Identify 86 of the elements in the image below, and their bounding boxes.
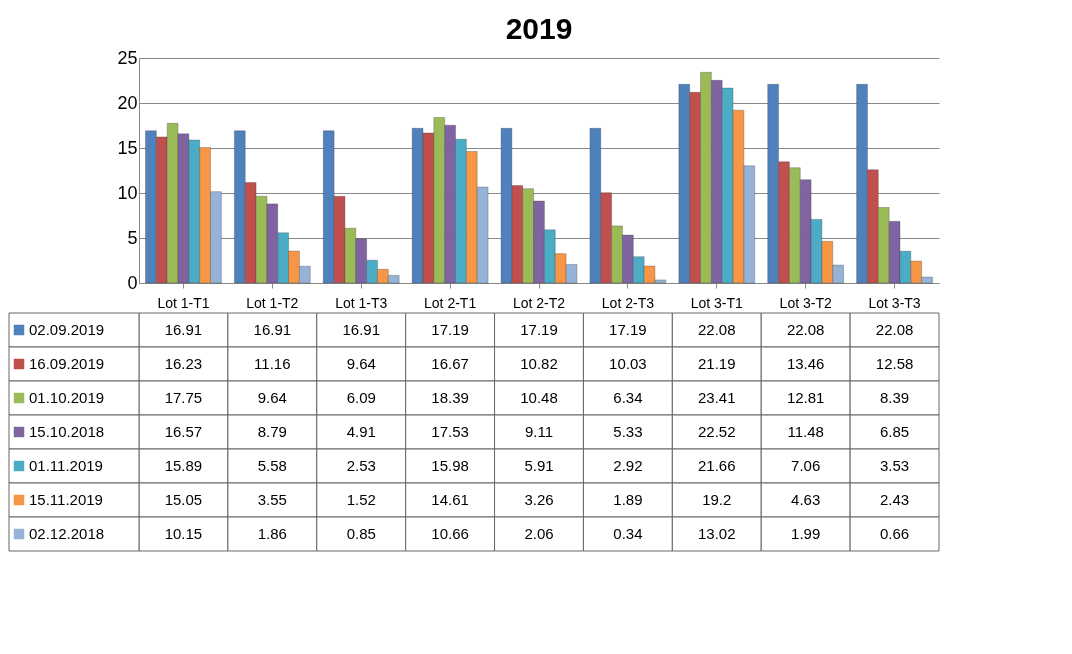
legend-label: 01.11.2019: [29, 457, 103, 474]
data-label: 9.64: [346, 355, 376, 372]
data-label: 17.19: [609, 321, 647, 338]
data-label: 21.19: [698, 355, 736, 372]
data-label: 17.53: [431, 423, 469, 440]
y-tick-label: 25: [117, 47, 138, 68]
data-label: 5.33: [613, 423, 643, 440]
data-label: 10.48: [520, 389, 558, 406]
y-tick-label: 20: [117, 92, 138, 113]
data-label: 15.89: [164, 457, 203, 474]
data-label: 4.91: [346, 423, 376, 440]
data-label: 6.85: [879, 423, 910, 440]
data-label: 1.99: [791, 525, 821, 542]
data-label: 10.66: [431, 525, 469, 542]
data-label: 2.53: [346, 457, 376, 474]
data-label: 6.34: [613, 389, 643, 406]
data-label: 9.64: [257, 389, 287, 406]
data-label: 6.09: [346, 389, 376, 406]
data-label: 0.85: [346, 525, 376, 542]
data-label: 17.19: [431, 321, 469, 338]
data-label: 10.15: [164, 525, 203, 542]
data-label: 12.81: [786, 389, 825, 406]
data-label: 15.98: [431, 457, 469, 474]
data-label: 16.91: [164, 321, 203, 338]
data-label: 11.16: [254, 355, 291, 372]
y-tick-label: 5: [127, 227, 138, 248]
data-label: 5.58: [257, 457, 287, 474]
x-tick-label: Lot 2-T1: [424, 294, 477, 311]
data-label: 23.41: [698, 389, 736, 406]
data-label: 19.2: [702, 491, 732, 508]
data-label: 0.66: [879, 525, 910, 542]
x-tick-label: Lot 2-T3: [601, 294, 655, 311]
chart-title: 2019: [505, 12, 573, 45]
data-label: 3.26: [524, 491, 554, 508]
data-label: 8.79: [257, 423, 287, 440]
data-label: 16.67: [431, 355, 469, 372]
x-tick-label: Lot 1-T2: [246, 294, 299, 311]
y-tick-label: 15: [117, 137, 138, 158]
data-label: 5.91: [524, 457, 554, 474]
data-label: 16.91: [342, 321, 380, 338]
data-label: 13.02: [698, 525, 736, 542]
data-label: 17.75: [164, 389, 203, 406]
legend-label: 15.10.2018: [29, 423, 105, 440]
data-label: 12.58: [875, 355, 914, 372]
data-label: 0.34: [613, 525, 643, 542]
data-label: 22.08: [875, 321, 914, 338]
data-label: 16.23: [164, 355, 203, 372]
data-label: 15.05: [164, 491, 203, 508]
data-label: 14.61: [431, 491, 469, 508]
legend-label: 02.12.2018: [29, 525, 105, 542]
data-label: 4.63: [791, 491, 821, 508]
data-label: 22.08: [698, 321, 736, 338]
x-tick-label: Lot 1-T3: [335, 294, 388, 311]
data-label: 1.86: [257, 525, 287, 542]
data-label: 21.66: [698, 457, 736, 474]
x-tick-label: Lot 1-T1: [157, 294, 210, 311]
x-tick-label: Lot 3-T1: [690, 294, 744, 311]
data-label: 16.57: [164, 423, 203, 440]
data-label: 16.91: [253, 321, 292, 338]
data-label: 3.53: [879, 457, 910, 474]
legend-label: 02.09.2019: [29, 321, 105, 338]
data-label: 7.06: [791, 457, 821, 474]
data-label: 22.08: [786, 321, 825, 338]
legend-label: 16.09.2019: [29, 355, 105, 372]
data-label: 2.43: [879, 491, 910, 508]
data-label: 9.11: [524, 423, 554, 440]
data-label: 10.03: [609, 355, 647, 372]
data-label: 11.48: [787, 423, 824, 440]
data-label: 10.82: [520, 355, 558, 372]
data-label: 1.52: [346, 491, 376, 508]
legend-label: 15.11.2019: [29, 491, 103, 508]
x-tick-label: Lot 3-T3: [868, 294, 921, 311]
y-tick-label: 10: [117, 182, 138, 203]
x-tick-label: Lot 3-T2: [779, 294, 832, 311]
legend-label: 01.10.2019: [29, 389, 105, 406]
data-label: 1.89: [613, 491, 643, 508]
data-label: 22.52: [698, 423, 736, 440]
data-label: 8.39: [879, 389, 910, 406]
data-label: 2.92: [613, 457, 643, 474]
data-label: 3.55: [257, 491, 287, 508]
data-label: 13.46: [786, 355, 825, 372]
x-tick-label: Lot 2-T2: [512, 294, 566, 311]
y-tick-label: 0: [127, 272, 138, 293]
data-label: 18.39: [431, 389, 469, 406]
data-label: 17.19: [520, 321, 558, 338]
data-label: 2.06: [524, 525, 554, 542]
